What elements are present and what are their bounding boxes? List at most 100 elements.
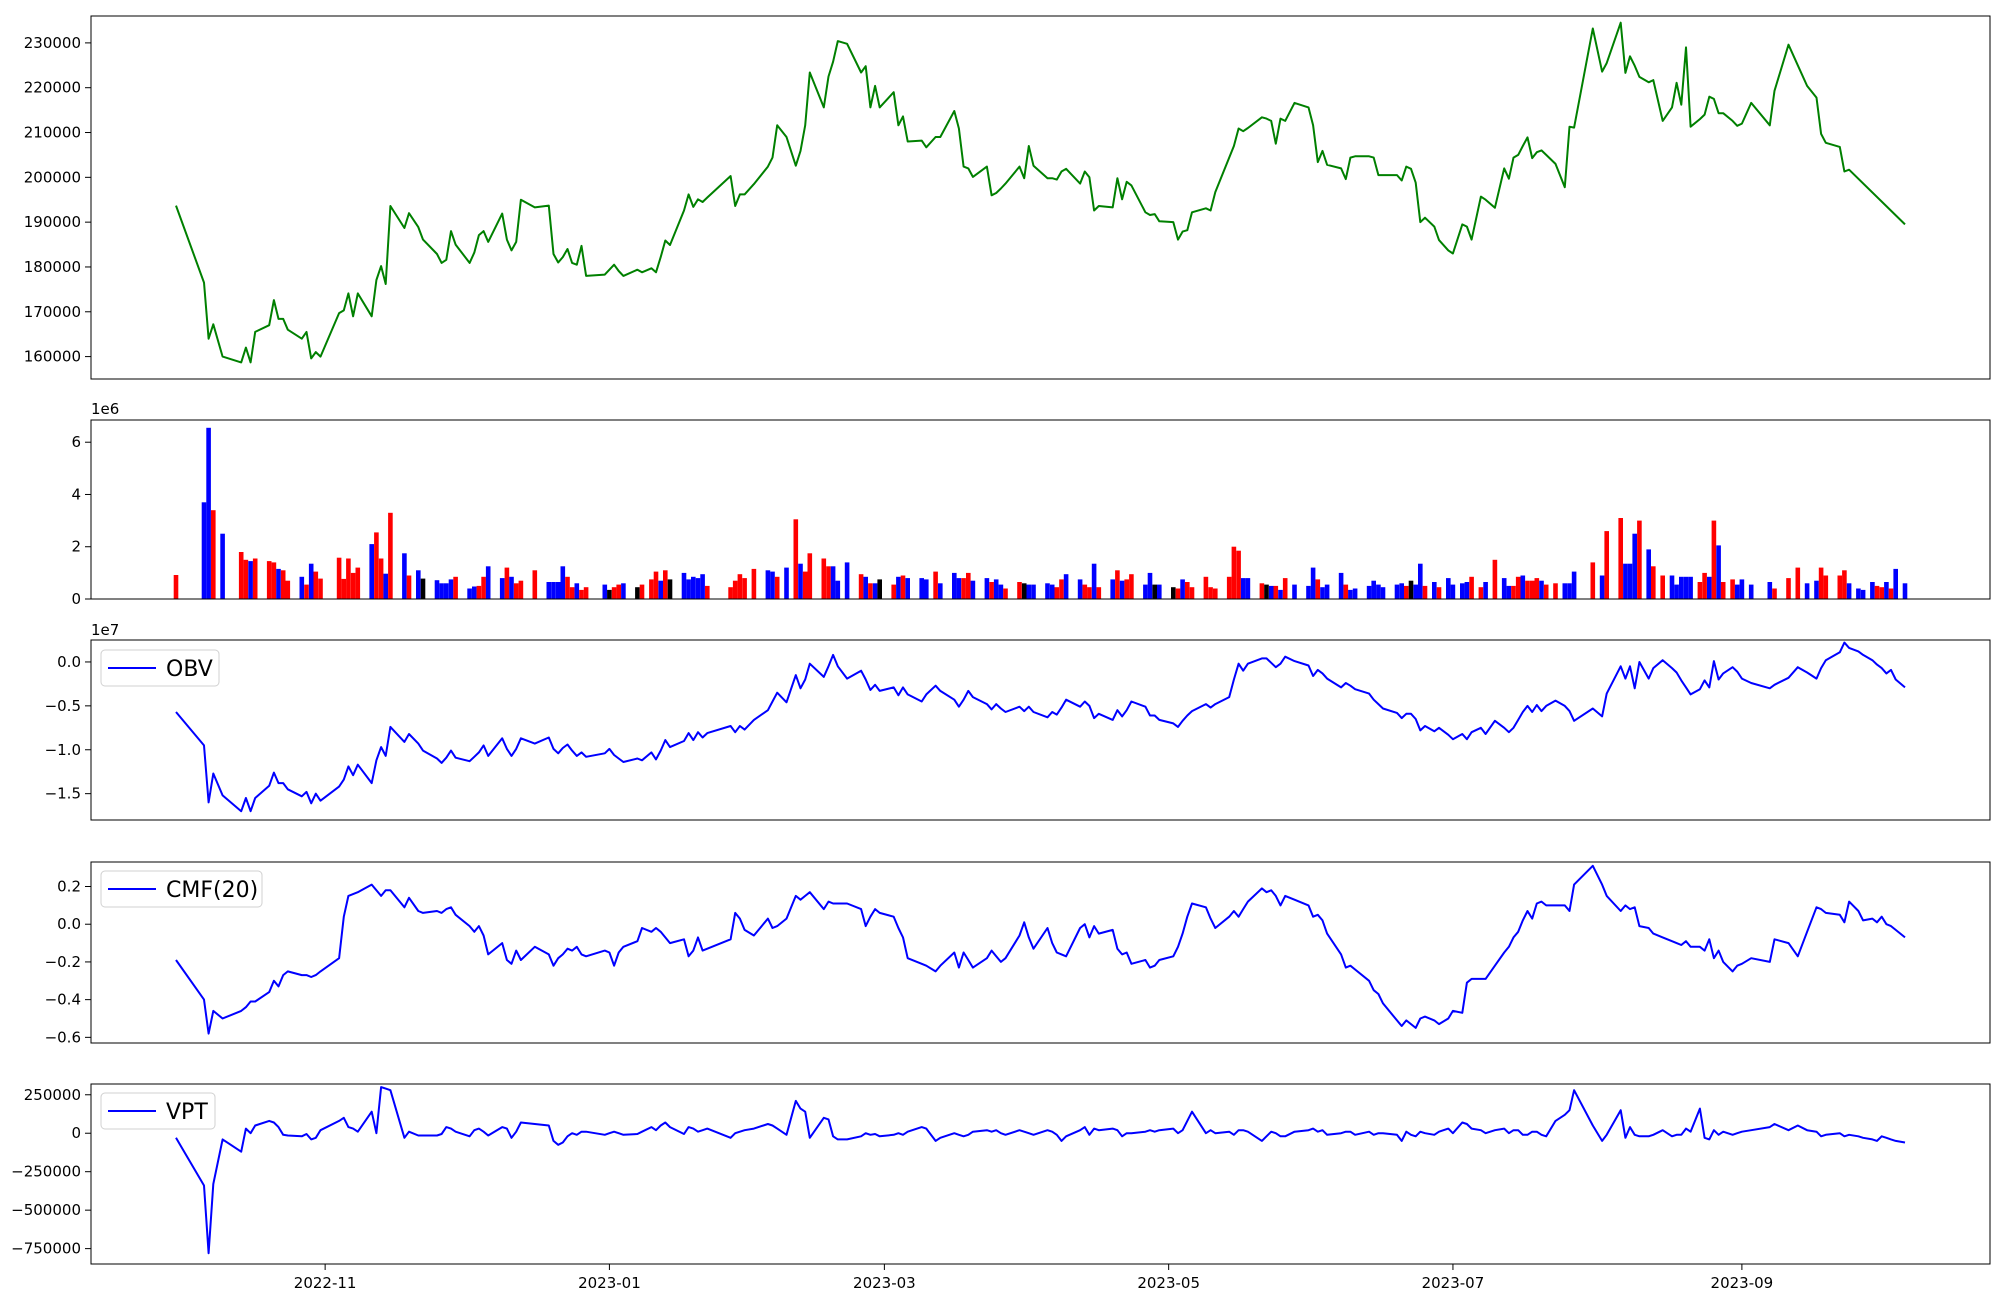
volume-ytick-label: 0	[71, 590, 81, 608]
cmf-legend-label: CMF(20)	[166, 878, 258, 903]
volume-bar	[513, 583, 519, 599]
volume-bar	[532, 570, 538, 599]
volume-bar	[1469, 576, 1474, 599]
volume-bar	[1772, 588, 1777, 599]
volume-bar	[970, 580, 976, 599]
cmf-axes-frame	[90, 861, 1991, 1044]
volume-bar	[574, 583, 580, 599]
volume-bar	[1804, 583, 1810, 599]
volume-bar	[485, 566, 491, 599]
volume-bar	[1399, 583, 1404, 599]
volume-bar	[1874, 585, 1880, 599]
volume-bar	[453, 576, 458, 599]
volume-bar	[1511, 585, 1516, 599]
volume-bar	[891, 584, 896, 599]
volume-bar	[220, 533, 225, 599]
volume-bar	[1087, 587, 1092, 599]
vpt-ytick-label: −250000	[11, 1163, 81, 1181]
volume-bar	[700, 574, 705, 599]
volume-bar	[611, 587, 617, 599]
volume-ytick-label: 6	[71, 433, 81, 451]
volume-bar	[1590, 562, 1596, 599]
cmf-ytick-label: −0.2	[45, 953, 81, 971]
volume-bar	[583, 587, 589, 599]
volume-bar	[1893, 568, 1898, 599]
volume-bar	[896, 576, 901, 599]
vpt-panel: 250000 0 −250000 −500000 −750000 VPT 2022-11…	[11, 1083, 1991, 1292]
volume-bar	[406, 575, 412, 599]
volume-bar	[998, 584, 1004, 599]
volume-bar	[1432, 582, 1437, 599]
volume-bar	[1152, 584, 1157, 599]
volume-bar	[844, 562, 850, 599]
volume-bar	[1888, 588, 1894, 599]
volume-bar	[956, 578, 962, 599]
volume-bar	[1394, 584, 1400, 599]
volume-bar	[1129, 574, 1134, 599]
price-ytick-label: 160000	[24, 348, 81, 366]
volume-bar	[1567, 583, 1572, 599]
obv-ytick-label: −1.5	[45, 785, 81, 803]
volume-bar	[1017, 582, 1022, 599]
volume-bar	[504, 567, 510, 599]
volume-bar	[663, 570, 668, 599]
cmf-panel: 0.2 0.0 −0.2 −0.4 −0.6 CMF(20)	[45, 861, 1991, 1046]
volume-bar	[1660, 575, 1665, 599]
volume-bar	[1077, 579, 1083, 599]
volume-bar	[1604, 531, 1609, 599]
volume-bar	[355, 567, 361, 599]
volume-bar	[1208, 587, 1213, 599]
volume-bar	[691, 576, 696, 599]
volume-bar	[1282, 578, 1288, 599]
volume-bar	[313, 571, 319, 599]
volume-bar	[798, 563, 803, 599]
volume-bar	[318, 578, 323, 599]
volume-bar	[1147, 572, 1153, 599]
price-ytick-label: 210000	[24, 124, 81, 142]
volume-bar	[378, 558, 384, 599]
volume-bar	[989, 582, 994, 599]
volume-bar	[728, 587, 733, 599]
volume-bar	[299, 576, 305, 599]
volume-bar	[518, 580, 524, 599]
volume-bar	[765, 570, 771, 599]
volume-bar	[1767, 582, 1773, 599]
volume-bar	[1707, 576, 1712, 599]
cmf-legend: CMF(20)	[100, 870, 263, 908]
volume-bar	[607, 589, 612, 599]
volume-bar	[308, 563, 314, 599]
volume-bar	[1324, 584, 1330, 599]
volume-bar	[350, 572, 356, 599]
volume-bar	[1646, 549, 1651, 599]
cmf-ytick-label: −0.6	[45, 1028, 81, 1046]
volume-bar	[826, 566, 831, 599]
volume-bar	[1049, 584, 1055, 599]
volume-bar	[1082, 584, 1088, 599]
volume-bar	[206, 427, 211, 599]
volume-bar	[924, 579, 929, 599]
volume-bar	[900, 575, 906, 599]
obv-series-line	[175, 641, 1906, 813]
obv-legend-box	[100, 649, 220, 687]
price-ytick-label: 220000	[24, 79, 81, 97]
volume-bar	[1720, 582, 1726, 599]
volume-bar	[1543, 584, 1549, 599]
volume-bar	[1823, 575, 1829, 599]
volume-bar	[266, 561, 272, 599]
volume-bar	[858, 574, 864, 599]
volume-bar	[984, 578, 990, 599]
volume-bar	[681, 572, 687, 599]
volume-bar	[476, 585, 482, 599]
vpt-ytick-label: −750000	[11, 1240, 81, 1258]
volume-bar	[1446, 578, 1451, 599]
volume-bar	[1515, 576, 1521, 599]
volume-bar	[653, 571, 659, 599]
volume-bar	[374, 532, 379, 599]
volume-bar	[1818, 567, 1824, 599]
volume-bar	[1404, 585, 1409, 599]
obv-axes-frame	[90, 639, 1991, 821]
volume-bar	[434, 580, 440, 599]
volume-bar	[560, 566, 566, 599]
volume-bar	[933, 571, 938, 599]
